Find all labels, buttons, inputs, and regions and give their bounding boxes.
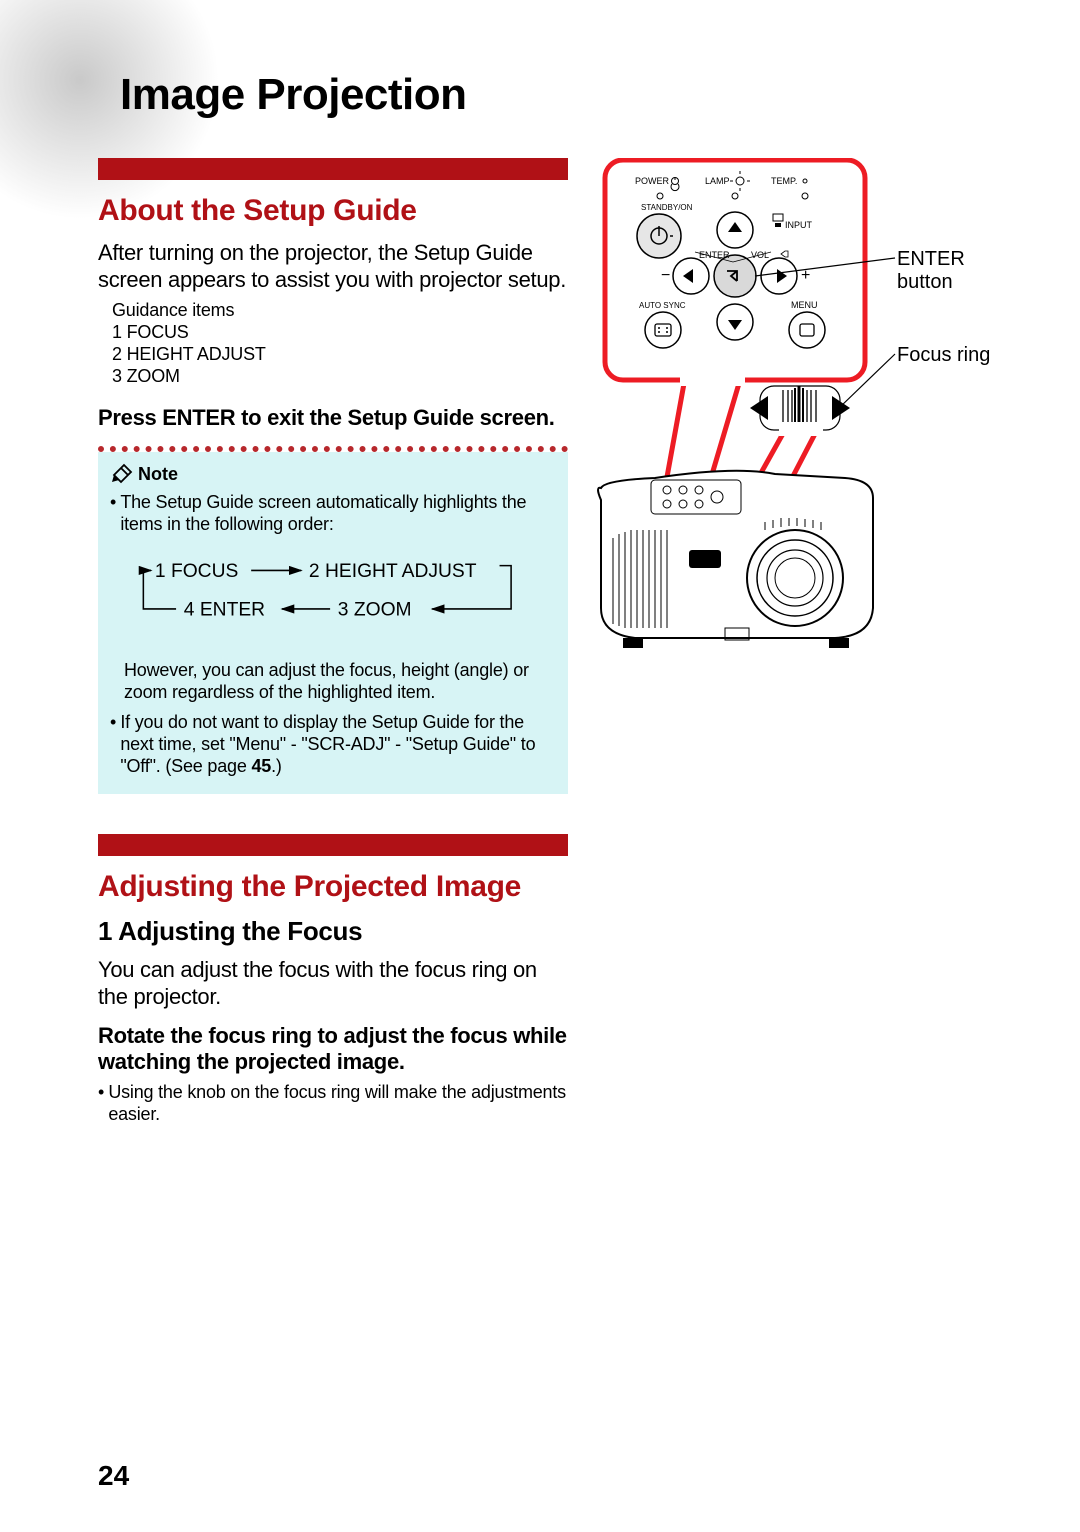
focus-instruction: Rotate the focus ring to adjust the focu… xyxy=(98,1023,568,1077)
pencil-icon xyxy=(110,462,134,486)
panel-label-menu: MENU xyxy=(791,300,818,310)
projector-body xyxy=(598,471,873,648)
enter-post: to exit the Setup Guide screen. xyxy=(235,405,554,430)
flow-svg: 1 FOCUS 2 HEIGHT ADJUST 4 ENTER 3 ZOOM xyxy=(126,556,540,633)
section-heading-setup-guide: About the Setup Guide xyxy=(98,194,568,228)
intro-text: After turning on the projector, the Setu… xyxy=(98,240,568,294)
note-bullet-1: • The Setup Guide screen automatically h… xyxy=(110,492,556,536)
panel-label-lamp: LAMP xyxy=(705,176,730,186)
enter-bold: ENTER xyxy=(162,405,235,430)
note-bullet-1-text: The Setup Guide screen automatically hig… xyxy=(120,492,556,536)
guidance-item-1: 1 FOCUS xyxy=(112,322,568,344)
sub-heading-focus: 1 Adjusting the Focus xyxy=(98,916,568,947)
section-heading-adjusting: Adjusting the Projected Image xyxy=(98,870,568,904)
guidance-block: Guidance items 1 FOCUS 2 HEIGHT ADJUST 3… xyxy=(112,300,568,388)
nb2-pre: If you do not want to display the Setup … xyxy=(120,712,535,776)
focus-bullet-text: Using the knob on the focus ring will ma… xyxy=(108,1082,568,1126)
guidance-label: Guidance items xyxy=(112,300,568,322)
panel-label-standby: STANDBY/ON xyxy=(641,203,693,212)
section-adjusting: Adjusting the Projected Image 1 Adjustin… xyxy=(98,834,568,1126)
note-box: Note • The Setup Guide screen automatica… xyxy=(98,452,568,794)
dotted-divider xyxy=(98,446,568,452)
nb2-post: .) xyxy=(271,756,282,776)
panel-label-temp: TEMP. xyxy=(771,176,797,186)
panel-label-enter: ENTER xyxy=(699,250,730,260)
section-bar-2 xyxy=(98,834,568,856)
enter-instruction: Press ENTER to exit the Setup Guide scre… xyxy=(98,405,568,432)
panel-label-input: INPUT xyxy=(785,220,813,230)
page-ref: 45 xyxy=(251,756,271,776)
section-bar xyxy=(98,158,568,180)
page-title: Image Projection xyxy=(120,70,467,120)
panel-label-power: POWER xyxy=(635,176,670,186)
left-column: About the Setup Guide After turning on t… xyxy=(98,158,568,1126)
callout-focus-ring: Focus ring xyxy=(897,344,990,367)
panel-label-autosync: AUTO SYNC xyxy=(639,301,686,310)
note-bullet-2: • If you do not want to display the Setu… xyxy=(110,712,556,778)
panel-label-minus: − xyxy=(661,267,670,284)
guidance-item-3: 3 ZOOM xyxy=(112,366,568,388)
page-number: 24 xyxy=(98,1460,129,1492)
flow-item-2: 2 HEIGHT ADJUST xyxy=(309,561,477,582)
flow-item-3: 3 ZOOM xyxy=(338,600,412,621)
note-label-row: Note xyxy=(110,462,556,486)
flow-item-4: 4 ENTER xyxy=(184,600,265,621)
guidance-item-2: 2 HEIGHT ADJUST xyxy=(112,344,568,366)
callout-enter-button: ENTER button xyxy=(897,248,1015,294)
note-bullet-2-text: If you do not want to display the Setup … xyxy=(120,712,556,778)
right-column: POWER LAMP TEMP. STANDBY/ON INPUT − xyxy=(595,158,1015,883)
flow-item-1: 1 FOCUS xyxy=(155,561,238,582)
note-after-flow: However, you can adjust the focus, heigh… xyxy=(124,660,556,704)
focus-intro: You can adjust the focus with the focus … xyxy=(98,957,568,1011)
focus-bullet: • Using the knob on the focus ring will … xyxy=(98,1082,568,1126)
note-label: Note xyxy=(138,464,178,485)
enter-pre: Press xyxy=(98,405,162,430)
flow-diagram: 1 FOCUS 2 HEIGHT ADJUST 4 ENTER 3 ZOOM xyxy=(116,548,550,650)
